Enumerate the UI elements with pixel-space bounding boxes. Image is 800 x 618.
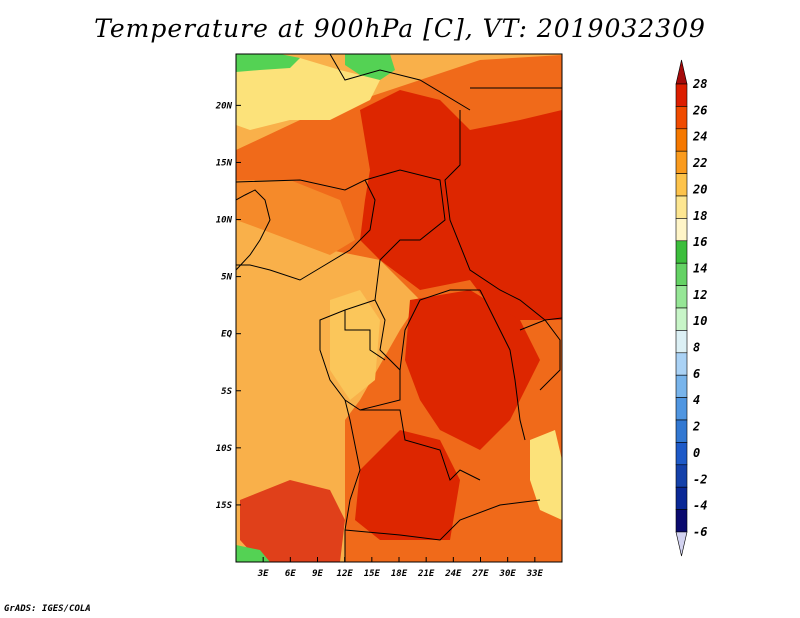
colorbar-label: 8 [693, 341, 700, 355]
colorbar-swatch [675, 464, 688, 488]
colorbar-label: 14 [693, 261, 707, 275]
colorbar-swatch [675, 509, 688, 533]
colorbar-swatch [675, 106, 688, 130]
x-tick-label: 24E [444, 569, 462, 579]
y-tick-label: 20N [215, 101, 233, 111]
field-yellow-coast [330, 290, 380, 400]
colorbar-label: 4 [693, 393, 700, 407]
y-tick-label: 5S [221, 387, 232, 397]
y-tick-label: 15N [216, 158, 233, 168]
colorbar-label: 2 [692, 420, 700, 434]
x-tick-label: 3E [257, 569, 269, 579]
colorbar-swatch [675, 240, 688, 264]
x-tick-label: 18E [391, 569, 408, 579]
colorbar-label: 0 [693, 446, 700, 460]
field-green-north2 [345, 54, 395, 80]
colorbar-swatch [675, 262, 688, 286]
field-red-north [360, 90, 562, 320]
colorbar-label: 18 [693, 209, 707, 223]
x-tick-label: 9E [312, 569, 323, 579]
field-green-southwest [236, 545, 270, 562]
x-tick-label: 33E [526, 569, 544, 579]
colorbar-swatch [675, 83, 688, 107]
x-tick-label: 21E [417, 569, 435, 579]
colorbar-label: 24 [692, 130, 707, 144]
country-borders [236, 54, 562, 562]
axis-ticks: 3E 6E 9E 12E 15E 18E 21E 24E 27E 30E 33E 20N 15N 10N 5… [215, 101, 544, 579]
y-tick-label: EQ [221, 330, 232, 340]
field-red-southwest [240, 480, 345, 562]
colorbar-swatch [675, 173, 688, 197]
colorbar-top-arrow [675, 59, 688, 85]
field-green-north [236, 54, 300, 72]
field-red-central [405, 290, 540, 450]
field-yellow-north [236, 58, 380, 130]
y-tick-label: 10S [216, 444, 233, 454]
colorbar-swatch [675, 442, 688, 466]
colorbar-swatch [675, 128, 688, 152]
colorbar-swatch [675, 150, 688, 174]
colorbar-swatch [675, 486, 688, 510]
colorbar-label: 20 [692, 182, 707, 196]
colorbar-swatch [675, 218, 688, 242]
colorbar-swatch [675, 195, 688, 219]
x-tick-label: 30E [499, 569, 517, 579]
x-tick-label: 27E [471, 569, 489, 579]
y-tick-label: 5N [221, 273, 232, 283]
colorbar-swatch [675, 330, 688, 354]
colorbar-label: 16 [693, 235, 707, 249]
colorbar-label: 22 [692, 156, 707, 170]
colorbar-swatch [675, 307, 688, 331]
colorbar-label: 6 [693, 367, 700, 381]
footer-credit: GrADS: IGES/COLA [4, 604, 91, 614]
x-tick-label: 12E [337, 569, 354, 579]
colorbar-label: -2 [693, 472, 707, 486]
colorbar-label: 28 [692, 77, 707, 91]
y-tick-label: 15S [216, 501, 233, 511]
y-tick-label: 10N [216, 216, 233, 226]
colorbar-label: -4 [693, 499, 707, 513]
colorbar-label: -6 [693, 525, 707, 539]
colorbar-bottom-arrow [675, 531, 688, 557]
map-title: Temperature at 900hPa [C], VT: 201903230… [94, 14, 706, 43]
colorbar-label: 10 [693, 314, 707, 328]
colorbar-swatch [675, 352, 688, 376]
x-tick-label: 15E [364, 569, 381, 579]
field-orange-west [236, 180, 355, 255]
field-yellow-east [530, 430, 562, 520]
colorbar-swatch [675, 397, 688, 421]
x-tick-label: 6E [285, 569, 296, 579]
colorbar-swatch [675, 285, 688, 309]
field-red-south [355, 430, 460, 540]
colorbar-swatch [675, 374, 688, 398]
colorbar-label: 26 [692, 103, 707, 117]
colorbar-label: 12 [693, 288, 707, 302]
colorbar-swatch [675, 419, 688, 443]
